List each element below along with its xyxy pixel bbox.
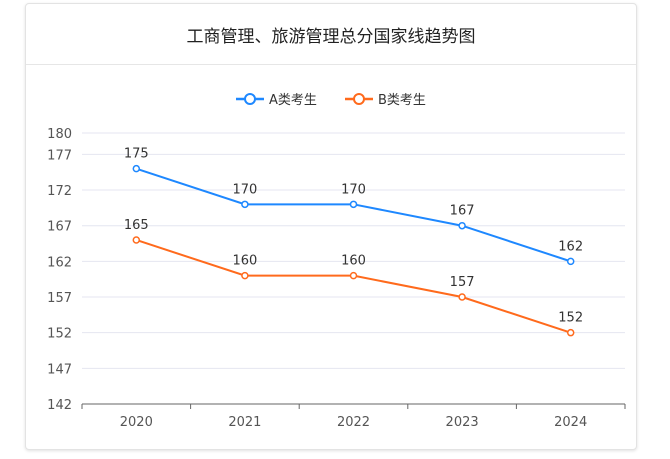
data-point[interactable] [132, 164, 141, 173]
data-point[interactable] [132, 236, 141, 244]
x-tick-label: 2021 [228, 415, 261, 430]
data-point[interactable] [566, 328, 575, 337]
chart-title: 工商管理、旅游管理总分国家线趋势图 [26, 4, 636, 65]
legend-item[interactable]: A类考生 [269, 93, 317, 108]
x-tick-label: 2023 [446, 415, 479, 430]
y-tick-label: 152 [47, 327, 72, 342]
data-label: 170 [232, 182, 257, 197]
data-label: 157 [450, 275, 475, 290]
data-label: 162 [558, 239, 583, 254]
legend-marker-icon [244, 93, 256, 105]
y-tick-label: 180 [47, 127, 72, 142]
data-label: 175 [124, 147, 149, 162]
data-label: 160 [341, 254, 366, 269]
data-point[interactable] [349, 271, 358, 280]
y-tick-label: 177 [47, 148, 72, 163]
data-point[interactable] [458, 293, 466, 301]
data-point[interactable] [458, 221, 466, 230]
x-tick-label: 2020 [120, 415, 153, 430]
y-tick-label: 167 [47, 220, 72, 235]
y-tick-label: 172 [47, 184, 72, 199]
data-point[interactable] [241, 200, 249, 209]
legend-item[interactable]: B类考生 [378, 93, 426, 108]
y-tick-label: 147 [47, 362, 72, 377]
data-label: 160 [232, 254, 257, 269]
legend-marker-icon [353, 93, 365, 105]
x-tick-label: 2022 [337, 415, 370, 430]
chart-card: 工商管理、旅游管理总分国家线趋势图 [25, 3, 637, 450]
data-label: 165 [124, 218, 149, 233]
data-point[interactable] [349, 200, 358, 209]
y-tick-label: 162 [47, 255, 72, 270]
data-label: 152 [558, 311, 583, 326]
y-tick-label: 142 [47, 398, 72, 413]
x-tick-label: 2024 [554, 415, 587, 430]
data-label: 170 [341, 182, 366, 197]
data-label: 167 [450, 204, 475, 219]
data-point[interactable] [566, 257, 575, 266]
y-tick-label: 157 [47, 291, 72, 306]
data-point[interactable] [241, 271, 249, 280]
